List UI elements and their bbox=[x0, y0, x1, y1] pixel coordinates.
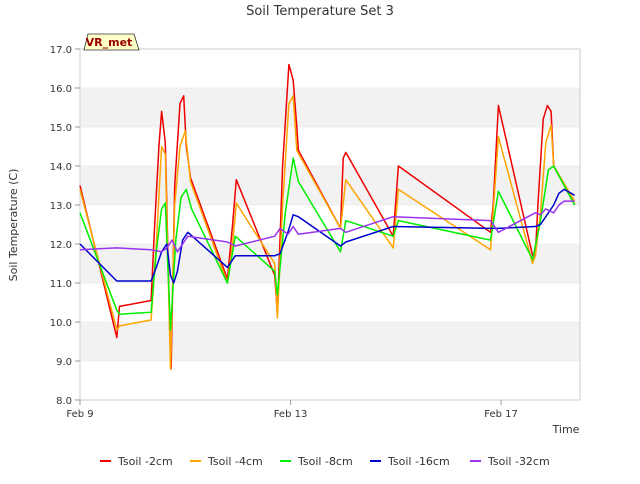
y-tick-label: 13.0 bbox=[50, 201, 72, 212]
legend-label: Tsoil -2cm bbox=[117, 455, 173, 468]
x-tick-label: Feb 17 bbox=[484, 409, 518, 420]
legend-label: Tsoil -16cm bbox=[387, 455, 450, 468]
legend-label: Tsoil -8cm bbox=[297, 455, 353, 468]
y-tick-label: 14.0 bbox=[50, 162, 72, 173]
x-tick-label: Feb 9 bbox=[66, 409, 93, 420]
x-axis-label: Time bbox=[552, 423, 580, 436]
chart-title: Soil Temperature Set 3 bbox=[246, 4, 394, 19]
y-tick-label: 10.0 bbox=[50, 318, 72, 329]
y-tick-label: 8.0 bbox=[56, 396, 72, 407]
y-axis-label: Soil Temperature (C) bbox=[7, 169, 20, 282]
legend-label: Tsoil -4cm bbox=[207, 455, 263, 468]
grid-band bbox=[80, 322, 580, 361]
y-tick-label: 16.0 bbox=[50, 84, 72, 95]
annotation-tag-shape bbox=[83, 33, 140, 51]
legend: Tsoil -2cm Tsoil -4cm Tsoil -8cm Tsoil -16c… bbox=[100, 455, 550, 468]
grid-band bbox=[80, 166, 580, 205]
y-tick-label: 11.0 bbox=[50, 279, 72, 290]
y-tick-label: 9.0 bbox=[56, 357, 72, 368]
y-tick-label: 17.0 bbox=[50, 45, 72, 56]
annotation-box: VR_met bbox=[83, 33, 140, 51]
y-axis-ticks: 8.0 9.0 10.0 11.0 12.0 13.0 14.0 15.0 16.0 17.0 bbox=[50, 45, 80, 407]
series-lines bbox=[79, 63, 576, 370]
x-tick-label: Feb 13 bbox=[274, 409, 308, 420]
series-line-tsoil-8cm bbox=[79, 157, 576, 331]
y-tick-label: 15.0 bbox=[50, 123, 72, 134]
y-tick-label: 12.0 bbox=[50, 240, 72, 251]
legend-label: Tsoil -32cm bbox=[487, 455, 550, 468]
series-line-tsoil-32cm bbox=[79, 200, 575, 253]
x-axis-ticks: Feb 9 Feb 13 Feb 17 bbox=[66, 400, 518, 420]
annotation-text: VR_met bbox=[86, 36, 133, 49]
series-line-tsoil-16cm bbox=[79, 188, 576, 284]
grid-band bbox=[80, 88, 580, 127]
plot-frame bbox=[79, 48, 581, 401]
